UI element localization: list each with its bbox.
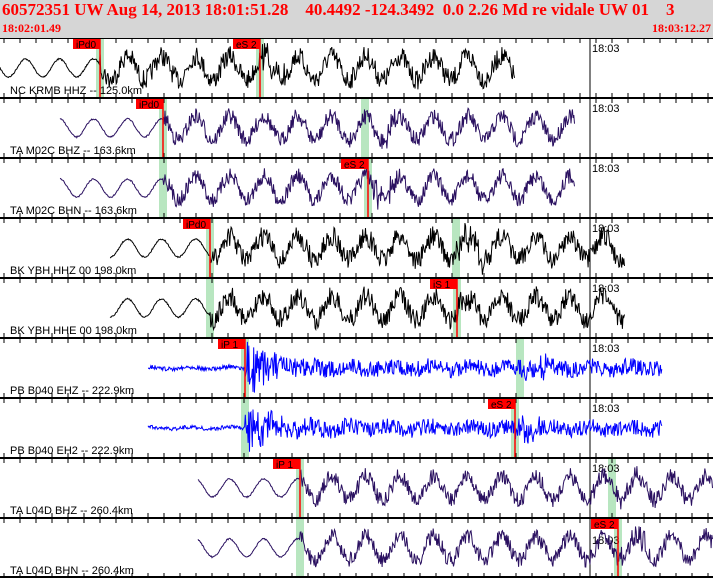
seismogram (59, 167, 575, 210)
svg-text:iP 1: iP 1 (221, 340, 238, 351)
pick-flag[interactable]: iPd0 (136, 99, 163, 111)
pick-flag[interactable]: eS 2 (233, 39, 260, 51)
minute-label: 18:03 (592, 223, 620, 235)
seismogram (109, 222, 625, 275)
pick-band (608, 459, 616, 518)
pick-flag[interactable]: eS 2 (341, 159, 368, 171)
seismogram (59, 107, 575, 149)
trace-row[interactable]: 18:03 iPd0 eS 2 NC KRMB HHZ -- 125.0km (0, 38, 713, 98)
pick-band (241, 399, 249, 458)
svg-text:iPd0: iPd0 (76, 40, 96, 51)
trace-label: BK YBH HHZ 00 198.0km (10, 265, 136, 277)
pick-flag[interactable]: iP 1 (273, 459, 300, 471)
trace-label: TA M02C BHZ -- 163.6km (10, 145, 136, 157)
trace-label: TA L04D BHZ -- 260.4km (10, 505, 133, 517)
pick-flag[interactable]: iPd0 (73, 39, 100, 51)
trace-label: PB B040 EHZ -- 222.9km (10, 385, 134, 397)
start-time: 18:02:01.49 (2, 21, 61, 35)
pick-band (159, 159, 167, 218)
svg-text:eS 2: eS 2 (594, 520, 615, 531)
seismogram (197, 466, 713, 510)
pick-band (296, 519, 304, 578)
end-time: 18:03:12.27 (652, 21, 711, 35)
trace-row[interactable]: 18:03 iS 1 BK YBH HHE 00 198.0km (0, 277, 713, 338)
seismogram (109, 286, 625, 332)
trace-label: PB B040 EH2 -- 222.9km (10, 445, 134, 457)
minute-label: 18:03 (592, 283, 620, 295)
svg-text:iP 1: iP 1 (276, 460, 293, 471)
trace-label: TA L04D BHN -- 260.4km (10, 565, 134, 577)
pick-flag[interactable]: eS 2 (488, 399, 515, 411)
minute-label: 18:03 (592, 43, 620, 55)
svg-text:iS 1: iS 1 (433, 280, 451, 291)
seismogram (147, 341, 663, 393)
minute-label: 18:03 (592, 103, 620, 115)
pick-flag[interactable]: iP 1 (218, 339, 245, 351)
svg-text:iPd0: iPd0 (186, 220, 206, 231)
svg-text:eS 2: eS 2 (491, 400, 512, 411)
event-title: 60572351 UW Aug 14, 2013 18:01:51.28 40.… (2, 0, 675, 19)
trace-row[interactable]: 18:03 eS 2 PB B040 EH2 -- 222.9km (0, 397, 713, 458)
trace-row[interactable]: 18:03 iP 1 PB B040 EHZ -- 222.9km (0, 337, 713, 398)
trace-label: BK YBH HHE 00 198.0km (10, 325, 137, 337)
pick-flag[interactable]: iPd0 (183, 219, 210, 231)
svg-text:eS 2: eS 2 (236, 40, 257, 51)
pick-flag[interactable]: eS 2 (591, 519, 618, 531)
seismogram (197, 526, 713, 568)
svg-text:iPd0: iPd0 (139, 100, 159, 111)
trace-row[interactable]: 18:03 iP 1 TA L04D BHZ -- 260.4km (0, 457, 713, 518)
minute-label: 18:03 (592, 463, 620, 475)
trace-label: NC KRMB HHZ -- 125.0km (10, 85, 142, 97)
pick-band (361, 99, 369, 158)
trace-row[interactable]: 18:03 eS 2 TA M02C BHN -- 163.6km (0, 157, 713, 218)
trace-row[interactable]: 18:03 iPd0 TA M02C BHZ -- 163.6km (0, 97, 713, 158)
minute-label: 18:03 (592, 403, 620, 415)
seismogram (147, 409, 663, 452)
minute-label: 18:03 (592, 163, 620, 175)
minute-label: 18:03 (592, 343, 620, 355)
svg-text:eS 2: eS 2 (344, 160, 365, 171)
trace-row[interactable]: 18:03 iPd0 BK YBH HHZ 00 198.0km (0, 217, 713, 278)
pick-band (206, 279, 214, 338)
pick-flag[interactable]: iS 1 (430, 279, 457, 291)
trace-label: TA M02C BHN -- 163.6km (10, 205, 137, 217)
seismogram (0, 43, 515, 90)
event-header: 60572351 UW Aug 14, 2013 18:01:51.28 40.… (0, 0, 713, 38)
